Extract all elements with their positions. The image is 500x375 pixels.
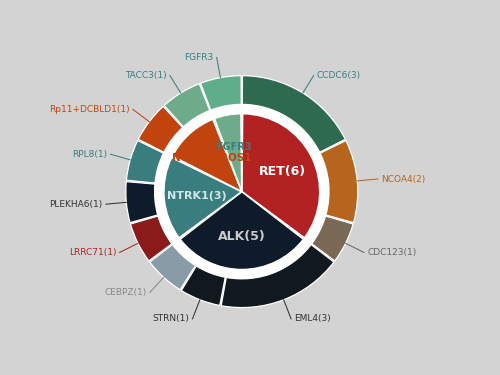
Wedge shape: [126, 182, 158, 223]
Text: CCDC6(3): CCDC6(3): [316, 71, 361, 80]
Text: CEBPZ(1): CEBPZ(1): [104, 288, 147, 297]
Wedge shape: [242, 76, 346, 152]
Wedge shape: [221, 244, 334, 308]
Text: PLEKHA6(1): PLEKHA6(1): [50, 200, 103, 209]
Text: RET(6): RET(6): [258, 165, 306, 178]
Text: CDC123(1): CDC123(1): [367, 248, 416, 257]
Text: NTRK1(3): NTRK1(3): [167, 191, 226, 201]
Text: Rp11+DCBLD1(1): Rp11+DCBLD1(1): [49, 105, 130, 114]
Text: TACC3(1): TACC3(1): [125, 71, 167, 80]
Text: EML4(3): EML4(3): [294, 314, 331, 323]
Text: NTRK1+ROS1: NTRK1+ROS1: [172, 153, 251, 163]
Text: RPL8(1): RPL8(1): [72, 150, 108, 159]
Wedge shape: [138, 106, 182, 152]
Text: STRN(1): STRN(1): [152, 314, 190, 323]
Text: FGFR3: FGFR3: [216, 142, 251, 152]
Wedge shape: [312, 216, 353, 261]
Wedge shape: [164, 158, 242, 238]
Wedge shape: [180, 192, 304, 270]
Wedge shape: [320, 141, 358, 223]
Wedge shape: [182, 266, 225, 306]
Wedge shape: [200, 76, 241, 110]
Text: ALK(5): ALK(5): [218, 230, 266, 243]
Wedge shape: [130, 216, 172, 261]
Wedge shape: [150, 244, 196, 290]
Wedge shape: [154, 104, 329, 279]
Wedge shape: [126, 141, 164, 183]
Text: LRRC71(1): LRRC71(1): [69, 248, 116, 257]
Text: FGFR3: FGFR3: [184, 53, 214, 62]
Wedge shape: [242, 114, 320, 238]
Text: NCOA4(2): NCOA4(2): [381, 174, 425, 183]
Wedge shape: [164, 84, 210, 127]
Wedge shape: [214, 114, 242, 192]
Wedge shape: [172, 119, 242, 192]
